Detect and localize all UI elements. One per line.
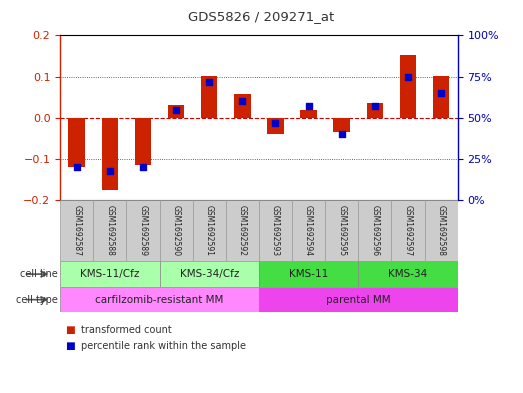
Text: ■: ■: [65, 341, 75, 351]
Bar: [300, 110, 317, 118]
Text: KMS-34/Cfz: KMS-34/Cfz: [179, 269, 239, 279]
Bar: [60, 287, 259, 312]
Text: KMS-34: KMS-34: [388, 269, 428, 279]
Text: cell line: cell line: [20, 269, 58, 279]
Text: GSM1692590: GSM1692590: [172, 205, 180, 256]
Text: transformed count: transformed count: [81, 325, 172, 335]
Text: GSM1692591: GSM1692591: [204, 205, 214, 256]
Text: percentile rank within the sample: percentile rank within the sample: [81, 341, 246, 351]
Bar: [168, 105, 185, 118]
Text: GSM1692596: GSM1692596: [370, 205, 379, 256]
Text: GSM1692597: GSM1692597: [403, 205, 413, 256]
Text: GSM1692587: GSM1692587: [72, 205, 81, 256]
Bar: [93, 200, 127, 261]
Bar: [60, 261, 160, 287]
Text: KMS-11/Cfz: KMS-11/Cfz: [80, 269, 140, 279]
Bar: [259, 287, 458, 312]
Bar: [367, 103, 383, 118]
Bar: [135, 118, 151, 165]
Bar: [192, 200, 226, 261]
Point: [205, 79, 213, 85]
Point: [106, 167, 114, 174]
Bar: [358, 200, 391, 261]
Bar: [101, 118, 118, 190]
Text: cell type: cell type: [16, 295, 58, 305]
Text: GDS5826 / 209271_at: GDS5826 / 209271_at: [188, 10, 335, 23]
Text: GSM1692594: GSM1692594: [304, 205, 313, 256]
Point: [139, 164, 147, 171]
Bar: [425, 200, 458, 261]
Point: [337, 131, 346, 138]
Bar: [391, 200, 425, 261]
Bar: [433, 76, 449, 118]
Bar: [325, 200, 358, 261]
Text: GSM1692595: GSM1692595: [337, 205, 346, 256]
Text: KMS-11: KMS-11: [289, 269, 328, 279]
Bar: [201, 76, 218, 118]
Bar: [234, 94, 251, 118]
Bar: [226, 200, 259, 261]
Bar: [160, 200, 192, 261]
Text: GSM1692593: GSM1692593: [271, 205, 280, 256]
Bar: [160, 261, 259, 287]
Bar: [60, 200, 93, 261]
Bar: [267, 118, 283, 134]
Bar: [358, 261, 458, 287]
Text: GSM1692592: GSM1692592: [238, 205, 247, 256]
Text: GSM1692589: GSM1692589: [139, 205, 147, 256]
Bar: [127, 200, 160, 261]
Text: carfilzomib-resistant MM: carfilzomib-resistant MM: [95, 295, 224, 305]
Point: [73, 164, 81, 171]
Point: [238, 98, 246, 105]
Text: parental MM: parental MM: [326, 295, 391, 305]
Bar: [69, 118, 85, 167]
Point: [271, 120, 280, 126]
Point: [404, 73, 412, 80]
Point: [371, 103, 379, 110]
Point: [304, 103, 313, 110]
Bar: [259, 200, 292, 261]
Text: GSM1692598: GSM1692598: [437, 205, 446, 256]
Bar: [400, 55, 416, 118]
Text: GSM1692588: GSM1692588: [105, 205, 115, 256]
Point: [172, 107, 180, 113]
Point: [437, 90, 445, 96]
Bar: [292, 200, 325, 261]
Bar: [259, 261, 358, 287]
Bar: [334, 118, 350, 132]
Text: ■: ■: [65, 325, 75, 335]
